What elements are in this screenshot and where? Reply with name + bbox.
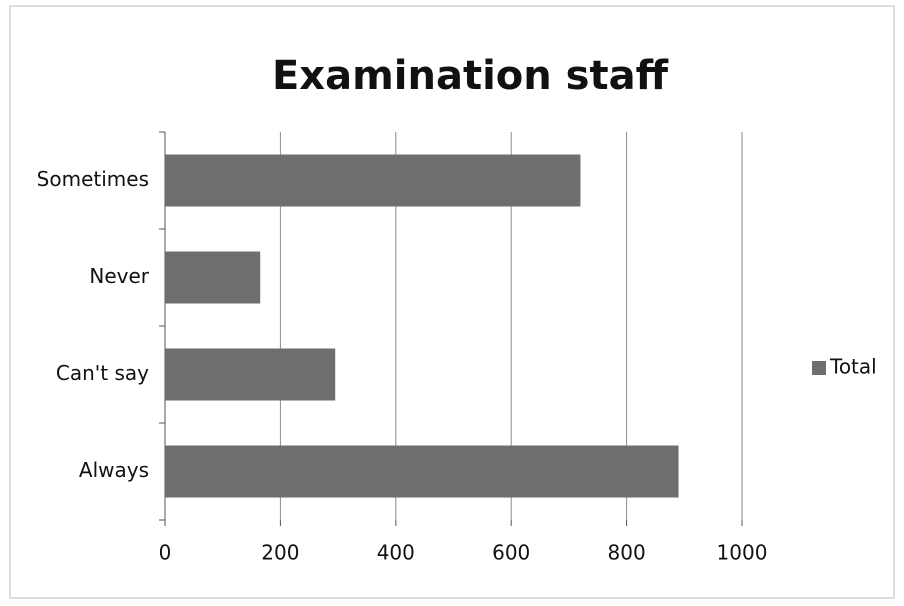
- x-tick-label: 600: [492, 541, 530, 565]
- y-tick-label: Never: [89, 264, 149, 288]
- y-tick-label: Can't say: [56, 361, 149, 385]
- x-tick-label: 800: [608, 541, 646, 565]
- legend-label: Total: [829, 355, 877, 379]
- bar: [165, 445, 679, 498]
- chart-title: Examination staff: [272, 53, 669, 99]
- bar: [165, 154, 581, 207]
- legend-swatch: [812, 361, 826, 375]
- x-tick-label: 200: [261, 541, 299, 565]
- x-tick-label: 0: [159, 541, 172, 565]
- y-tick-label: Always: [79, 458, 149, 482]
- bar: [165, 251, 261, 304]
- bar: [165, 348, 336, 401]
- x-tick-label: 400: [377, 541, 415, 565]
- x-tick-label: 1000: [717, 541, 768, 565]
- chart-border: [9, 5, 895, 599]
- y-tick-label: Sometimes: [37, 167, 149, 191]
